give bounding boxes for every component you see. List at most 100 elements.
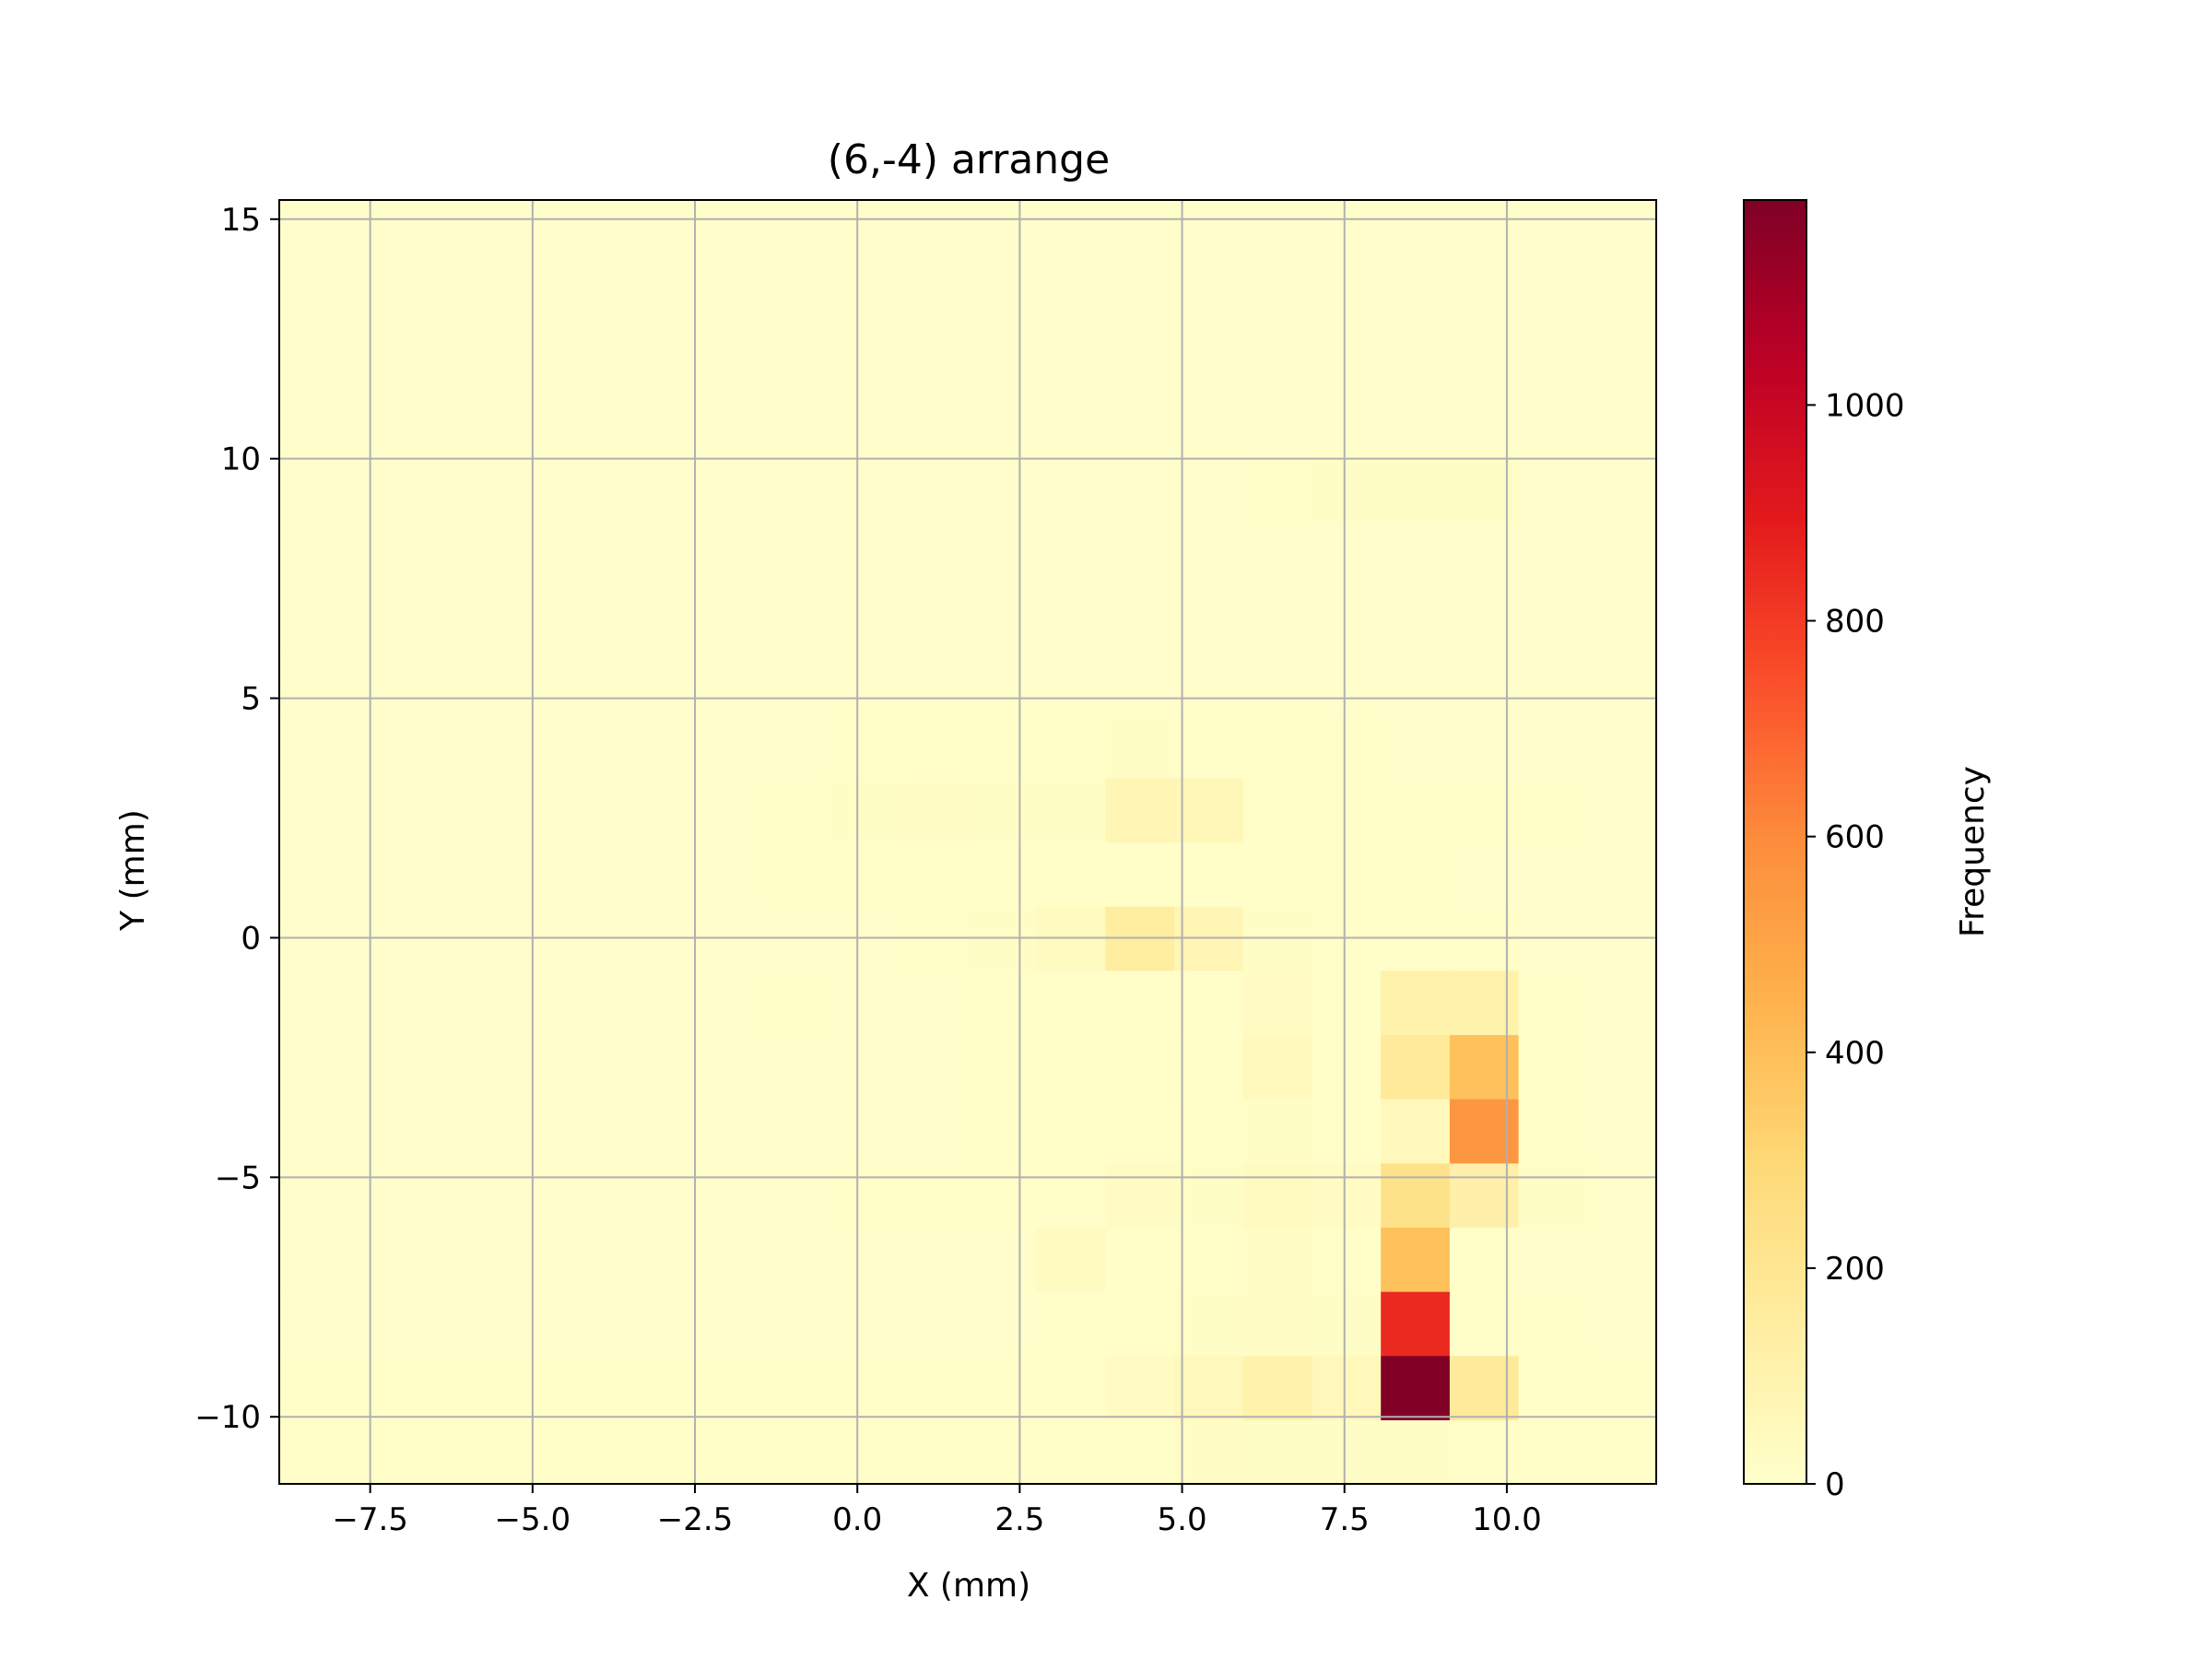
- heatmap-cell: [1242, 328, 1313, 394]
- heatmap-cell: [830, 713, 900, 779]
- heatmap-cell: [1242, 970, 1313, 1036]
- heatmap-cell: [1036, 264, 1106, 329]
- heatmap-cell: [1105, 777, 1175, 843]
- heatmap-cell: [1518, 1034, 1588, 1100]
- heatmap-cell: [830, 456, 900, 522]
- heatmap-cell: [692, 970, 762, 1036]
- colorbar: [1743, 199, 1807, 1485]
- heatmap-cell: [279, 264, 349, 329]
- heatmap-cell: [968, 521, 1038, 586]
- heatmap-cell: [347, 1227, 418, 1292]
- heatmap-cell: [623, 264, 693, 329]
- x-tick-label: −5.0: [495, 1501, 571, 1538]
- heatmap-cell: [279, 328, 349, 394]
- heatmap-cell: [279, 970, 349, 1036]
- heatmap-cell: [417, 777, 487, 843]
- heatmap-cell: [1174, 1162, 1244, 1228]
- heatmap-cell: [830, 649, 900, 714]
- heatmap-cell: [899, 264, 969, 329]
- heatmap-cell: [417, 1355, 487, 1420]
- y-tick-label: 10: [221, 441, 261, 478]
- heatmap-cell: [1381, 392, 1451, 458]
- heatmap-cell: [899, 584, 969, 651]
- heatmap-cell: [1242, 649, 1313, 714]
- colorbar-tick-label: 400: [1825, 1035, 1885, 1072]
- heatmap-cell: [623, 521, 693, 586]
- heatmap-cell: [1312, 1419, 1382, 1485]
- heatmap-cell: [1312, 264, 1382, 329]
- heatmap-cell: [1312, 713, 1382, 779]
- heatmap-cell: [968, 1355, 1038, 1420]
- heatmap-cell: [1518, 456, 1588, 522]
- heatmap-cell: [692, 777, 762, 843]
- heatmap-cell: [1449, 970, 1520, 1036]
- heatmap-cell: [486, 521, 556, 586]
- heatmap-cell: [1036, 1291, 1106, 1357]
- heatmap-cell: [1242, 264, 1313, 329]
- heatmap-cell: [1105, 1034, 1175, 1100]
- heatmap-cell: [1105, 328, 1175, 394]
- heatmap-cell: [1449, 200, 1520, 265]
- heatmap-cell: [1312, 1227, 1382, 1292]
- heatmap-cell: [1587, 1419, 1657, 1485]
- heatmap-cell: [554, 200, 625, 265]
- heatmap-cell: [279, 584, 349, 651]
- heatmap-cell: [1587, 521, 1657, 586]
- heatmap-cell: [692, 841, 762, 907]
- heatmap-cell: [899, 777, 969, 843]
- chart-title: (6,-4) arrange: [828, 136, 1110, 183]
- heatmap-cell: [279, 649, 349, 714]
- heatmap-cell: [899, 521, 969, 586]
- heatmap-cell: [1242, 200, 1313, 265]
- heatmap-cell: [968, 649, 1038, 714]
- heatmap-cell: [417, 1034, 487, 1100]
- heatmap-cell: [1174, 841, 1244, 907]
- heatmap-cell: [623, 1355, 693, 1420]
- heatmap-cell: [279, 200, 349, 265]
- heatmap-cell: [1174, 328, 1244, 394]
- heatmap-cell: [1242, 1291, 1313, 1357]
- heatmap-cell: [1242, 1419, 1313, 1485]
- heatmap-cell: [417, 649, 487, 714]
- heatmap-cell: [830, 970, 900, 1036]
- heatmap-cell: [417, 456, 487, 522]
- y-tick-label: −5: [215, 1159, 261, 1196]
- heatmap-cell: [486, 1227, 556, 1292]
- heatmap-cell: [760, 777, 831, 843]
- heatmap-cell: [486, 841, 556, 907]
- heatmap-cell: [1449, 584, 1520, 651]
- heatmap-cell: [1587, 713, 1657, 779]
- heatmap-cell: [1036, 970, 1106, 1036]
- heatmap-cell: [1036, 713, 1106, 779]
- heatmap-cell: [1174, 521, 1244, 586]
- heatmap-cell: [830, 1355, 900, 1420]
- heatmap-cell: [1242, 777, 1313, 843]
- heatmap-cell: [760, 1355, 831, 1420]
- heatmap-cell: [1105, 713, 1175, 779]
- heatmap-cell: [899, 649, 969, 714]
- heatmap-cell: [1105, 521, 1175, 586]
- heatmap-cell: [1312, 1291, 1382, 1357]
- heatmap-cell: [1174, 777, 1244, 843]
- colorbar-tick-label: 200: [1825, 1251, 1885, 1288]
- y-tick-label: 0: [241, 920, 261, 957]
- heatmap-cell: [1449, 1162, 1520, 1228]
- colorbar-tick-label: 0: [1825, 1466, 1845, 1503]
- heatmap-cell: [554, 1034, 625, 1100]
- x-axis-label: X (mm): [907, 1567, 1030, 1605]
- heatmap-cell: [1036, 1227, 1106, 1292]
- heatmap-cell: [1381, 1355, 1451, 1420]
- heatmap-cell: [1381, 1227, 1451, 1292]
- heatmap-cell: [760, 521, 831, 586]
- heatmap-cell: [692, 1419, 762, 1485]
- heatmap-cell: [760, 200, 831, 265]
- heatmap-cell: [486, 1034, 556, 1100]
- heatmap-cell: [692, 649, 762, 714]
- heatmap-cell: [760, 1162, 831, 1228]
- heatmap-cell: [486, 649, 556, 714]
- heatmap-cell: [279, 521, 349, 586]
- heatmap-cell: [1036, 777, 1106, 843]
- heatmap-cell: [1174, 1291, 1244, 1357]
- heatmap-cell: [1518, 649, 1588, 714]
- heatmap-cell: [692, 713, 762, 779]
